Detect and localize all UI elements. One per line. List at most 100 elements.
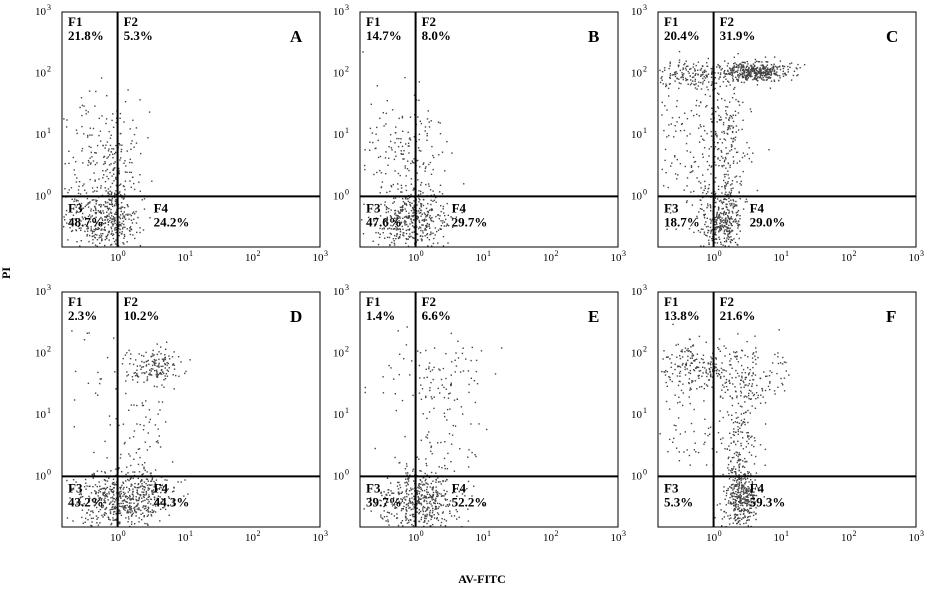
event-point xyxy=(718,93,720,95)
event-point xyxy=(741,72,744,75)
event-point xyxy=(764,389,767,392)
event-point xyxy=(413,226,415,228)
event-point xyxy=(754,513,757,515)
event-point xyxy=(129,494,131,497)
event-point xyxy=(720,199,722,202)
event-point xyxy=(397,524,400,527)
event-point xyxy=(720,367,723,370)
event-point xyxy=(137,504,139,506)
event-point xyxy=(393,240,395,242)
event-point xyxy=(131,162,133,164)
event-point xyxy=(89,218,91,220)
event-point xyxy=(72,156,74,159)
event-point xyxy=(683,129,686,132)
event-point xyxy=(156,373,159,375)
event-point xyxy=(735,200,737,203)
event-point xyxy=(412,504,414,506)
event-point xyxy=(754,374,757,376)
event-point xyxy=(736,396,738,399)
event-point xyxy=(386,221,388,223)
event-point xyxy=(419,235,422,237)
event-point xyxy=(773,390,776,392)
event-point xyxy=(700,199,702,201)
x-tick-exponent: 2 xyxy=(555,529,559,538)
event-point xyxy=(136,404,138,407)
event-point xyxy=(160,365,162,368)
event-point xyxy=(734,355,736,358)
event-point xyxy=(395,507,398,509)
event-point xyxy=(132,495,135,497)
event-point xyxy=(687,350,689,353)
event-point xyxy=(420,212,422,214)
event-point xyxy=(728,469,730,471)
event-point xyxy=(718,231,720,233)
event-point xyxy=(769,70,771,73)
event-point xyxy=(694,360,696,362)
event-point xyxy=(727,170,729,172)
event-point xyxy=(90,226,92,228)
event-point xyxy=(411,523,413,526)
event-point xyxy=(721,362,723,364)
event-point xyxy=(80,493,82,496)
event-point xyxy=(734,471,737,473)
event-point xyxy=(704,223,706,226)
event-point xyxy=(83,183,85,185)
event-point xyxy=(475,359,478,362)
event-point xyxy=(80,240,82,242)
event-point xyxy=(736,483,739,485)
y-tick-exponent: 3 xyxy=(47,3,51,12)
event-point xyxy=(729,204,732,207)
event-point xyxy=(742,493,745,495)
event-point xyxy=(739,75,741,77)
event-point xyxy=(378,236,381,239)
event-point xyxy=(408,169,410,172)
event-point xyxy=(104,147,106,149)
event-point xyxy=(96,506,98,509)
event-point xyxy=(719,138,721,140)
event-point xyxy=(394,197,397,199)
event-point xyxy=(108,164,111,166)
quadrant-f2-value: 5.3% xyxy=(124,28,153,43)
event-point xyxy=(716,211,718,214)
event-point xyxy=(133,506,136,509)
y-tick-label: 10 xyxy=(631,470,643,482)
event-point xyxy=(720,155,723,158)
event-point xyxy=(770,71,772,73)
event-point xyxy=(383,505,385,508)
event-point xyxy=(659,69,661,72)
event-point xyxy=(437,491,439,493)
event-point xyxy=(701,208,703,210)
event-point xyxy=(757,72,759,75)
event-point xyxy=(767,77,770,79)
event-point xyxy=(734,516,736,519)
event-point xyxy=(732,491,734,494)
event-point xyxy=(97,394,99,396)
event-point xyxy=(393,158,396,161)
event-point xyxy=(420,495,423,497)
event-point xyxy=(405,189,408,192)
event-point xyxy=(129,496,131,498)
event-point xyxy=(130,483,133,485)
event-point xyxy=(148,409,151,411)
event-point xyxy=(708,184,710,186)
event-point xyxy=(751,66,753,68)
event-point xyxy=(737,521,740,524)
event-point xyxy=(740,479,742,482)
event-point xyxy=(382,518,384,520)
event-point xyxy=(420,150,422,152)
event-point xyxy=(104,483,107,485)
event-point xyxy=(136,365,139,367)
event-point xyxy=(688,372,690,374)
event-point xyxy=(178,375,180,377)
event-point xyxy=(679,380,681,383)
event-point xyxy=(363,203,365,205)
event-point xyxy=(123,486,125,489)
event-point xyxy=(113,219,115,221)
event-point xyxy=(770,64,773,66)
event-point xyxy=(727,227,730,230)
event-point xyxy=(448,503,450,505)
event-point xyxy=(737,361,740,363)
event-point xyxy=(731,70,734,72)
event-point xyxy=(157,428,159,430)
quadrant-f3-name: F3 xyxy=(68,480,83,495)
